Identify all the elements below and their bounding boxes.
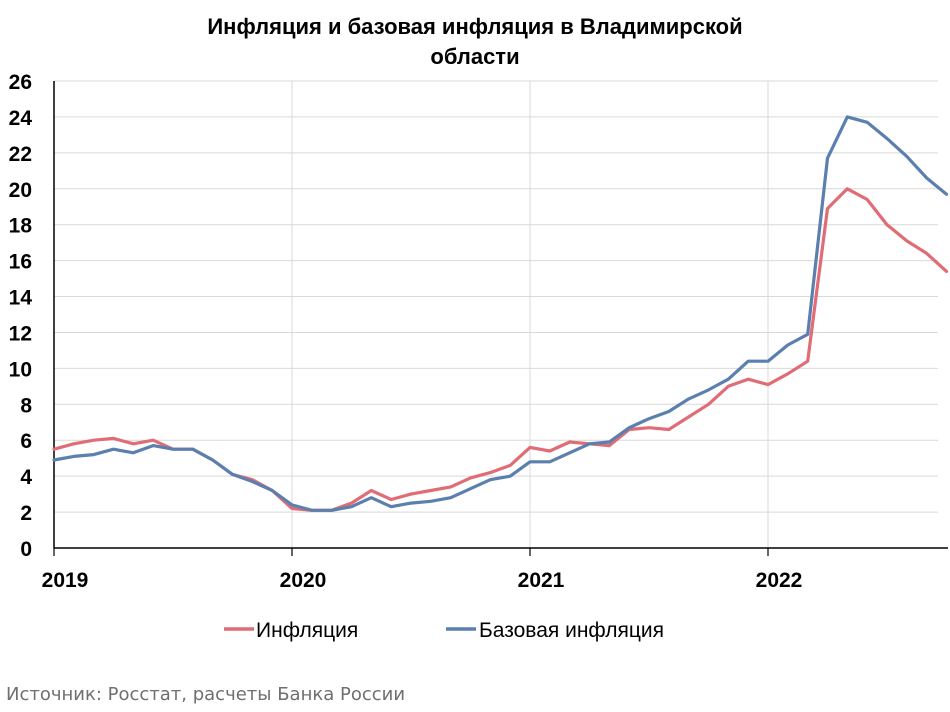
y-tick-label: 26 xyxy=(9,71,32,94)
y-tick-label: 20 xyxy=(9,179,32,202)
y-tick-label: 10 xyxy=(9,358,32,381)
y-tick-label: 4 xyxy=(20,466,32,489)
y-tick-label: 6 xyxy=(20,430,32,453)
y-tick-label: 16 xyxy=(9,251,32,274)
series-lines xyxy=(52,115,949,512)
y-tick-label: 22 xyxy=(9,143,32,166)
x-tick-label: 2021 xyxy=(518,569,565,592)
y-tick-label: 14 xyxy=(9,287,33,310)
series-line-inflation xyxy=(52,187,949,512)
y-tick-label: 8 xyxy=(20,394,32,417)
y-tick-label: 2 xyxy=(20,502,32,525)
gridlines xyxy=(54,80,938,548)
legend: Инфляция Базовая инфляция xyxy=(224,619,664,642)
source-note: Источник: Росстат, расчеты Банка России xyxy=(6,684,406,705)
chart-title-line-1: Инфляция и базовая инфляция в Владимирск… xyxy=(207,14,742,39)
y-tick-label: 24 xyxy=(9,107,33,130)
x-axis-tick-labels: 2019 2020 2021 2022 xyxy=(42,569,803,592)
x-tick-label: 2019 xyxy=(42,569,89,592)
legend-label-inflation: Инфляция xyxy=(256,619,358,642)
y-tick-label: 18 xyxy=(9,215,33,238)
chart-title-line-2: области xyxy=(430,44,519,69)
x-tick-label: 2022 xyxy=(756,569,803,592)
y-tick-label: 12 xyxy=(9,322,32,345)
y-tick-label: 0 xyxy=(20,538,32,561)
axes xyxy=(53,81,948,556)
x-tick-label: 2020 xyxy=(280,569,327,592)
series-line-core-inflation xyxy=(52,115,949,512)
legend-label-core-inflation: Базовая инфляция xyxy=(479,619,664,642)
